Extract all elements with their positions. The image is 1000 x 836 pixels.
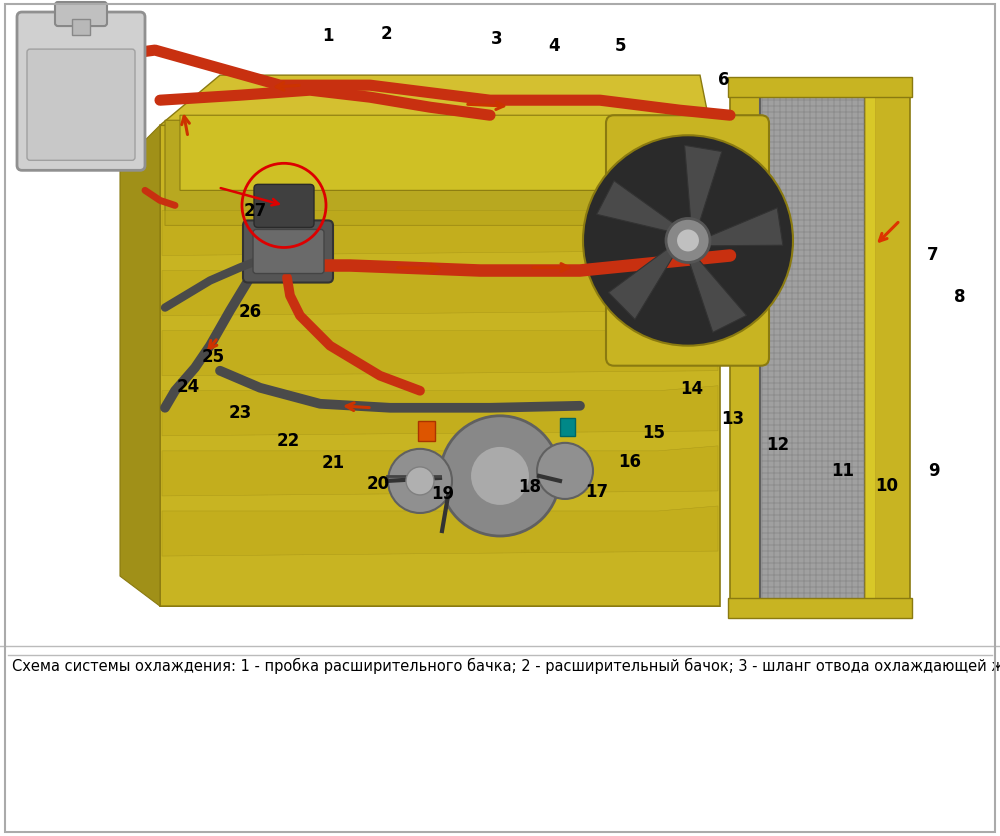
Text: 5: 5 <box>614 37 626 55</box>
FancyBboxPatch shape <box>55 2 107 26</box>
Polygon shape <box>160 125 720 606</box>
Text: 25: 25 <box>201 348 225 366</box>
Text: 17: 17 <box>585 483 609 502</box>
Text: 19: 19 <box>431 485 455 502</box>
FancyBboxPatch shape <box>760 90 865 601</box>
Text: 7: 7 <box>927 246 939 263</box>
Polygon shape <box>180 115 710 191</box>
Polygon shape <box>162 206 718 256</box>
Circle shape <box>470 446 530 506</box>
Polygon shape <box>608 247 675 319</box>
Text: 22: 22 <box>276 432 300 450</box>
Circle shape <box>676 228 700 252</box>
Text: 16: 16 <box>618 453 642 471</box>
Text: 15: 15 <box>642 424 666 442</box>
Polygon shape <box>688 257 747 333</box>
Polygon shape <box>160 75 720 176</box>
Text: 10: 10 <box>876 477 898 495</box>
Polygon shape <box>162 446 718 496</box>
Polygon shape <box>728 598 912 618</box>
Text: 27: 27 <box>243 202 267 221</box>
Circle shape <box>537 443 593 499</box>
Text: 2: 2 <box>380 25 392 43</box>
Text: 14: 14 <box>680 380 704 397</box>
Polygon shape <box>162 385 718 436</box>
Polygon shape <box>728 77 912 97</box>
Polygon shape <box>162 326 718 375</box>
Polygon shape <box>615 125 760 355</box>
Polygon shape <box>162 506 718 556</box>
Text: 3: 3 <box>491 30 503 48</box>
Circle shape <box>406 466 434 495</box>
Text: 21: 21 <box>321 454 345 472</box>
FancyBboxPatch shape <box>254 185 314 227</box>
Polygon shape <box>560 418 575 436</box>
Text: 24: 24 <box>176 378 200 396</box>
Text: 1: 1 <box>322 27 334 45</box>
Polygon shape <box>865 90 875 601</box>
Polygon shape <box>685 145 722 226</box>
FancyBboxPatch shape <box>253 229 324 273</box>
Text: 12: 12 <box>766 436 790 454</box>
Circle shape <box>583 135 793 345</box>
Polygon shape <box>705 208 783 246</box>
Text: 4: 4 <box>548 37 560 55</box>
Text: 8: 8 <box>954 288 966 306</box>
Text: 13: 13 <box>721 410 745 428</box>
Text: 26: 26 <box>238 303 262 321</box>
FancyBboxPatch shape <box>243 221 333 283</box>
Polygon shape <box>730 90 760 601</box>
FancyBboxPatch shape <box>606 115 769 365</box>
Text: 23: 23 <box>228 405 252 422</box>
Text: 11: 11 <box>832 462 854 480</box>
Polygon shape <box>865 90 910 601</box>
Circle shape <box>388 449 452 513</box>
Text: Схема системы охлаждения: 1 - пробка расширительного бачка; 2 - расширительный б: Схема системы охлаждения: 1 - пробка рас… <box>12 658 1000 674</box>
Text: 18: 18 <box>518 478 542 496</box>
Text: 20: 20 <box>366 476 390 493</box>
Polygon shape <box>597 181 677 232</box>
Polygon shape <box>418 421 435 441</box>
Circle shape <box>440 415 560 536</box>
Polygon shape <box>165 120 715 226</box>
FancyBboxPatch shape <box>27 49 135 161</box>
Circle shape <box>666 218 710 263</box>
Polygon shape <box>120 125 160 606</box>
FancyBboxPatch shape <box>72 19 90 35</box>
Text: 9: 9 <box>928 462 940 480</box>
FancyBboxPatch shape <box>17 12 145 171</box>
Text: 6: 6 <box>718 71 730 89</box>
Polygon shape <box>162 266 718 316</box>
